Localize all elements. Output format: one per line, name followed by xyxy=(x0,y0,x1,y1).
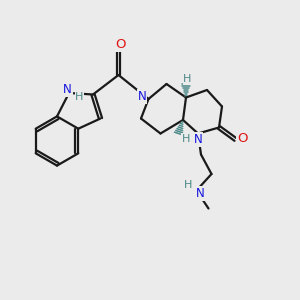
Text: N: N xyxy=(194,133,202,146)
Text: N: N xyxy=(137,90,146,103)
Text: O: O xyxy=(115,38,125,52)
Text: H: H xyxy=(75,92,84,103)
Text: N: N xyxy=(196,187,205,200)
Text: H: H xyxy=(183,74,192,84)
Text: N: N xyxy=(63,83,72,96)
Text: H: H xyxy=(182,134,190,144)
Text: O: O xyxy=(237,131,247,145)
Text: H: H xyxy=(184,180,192,190)
